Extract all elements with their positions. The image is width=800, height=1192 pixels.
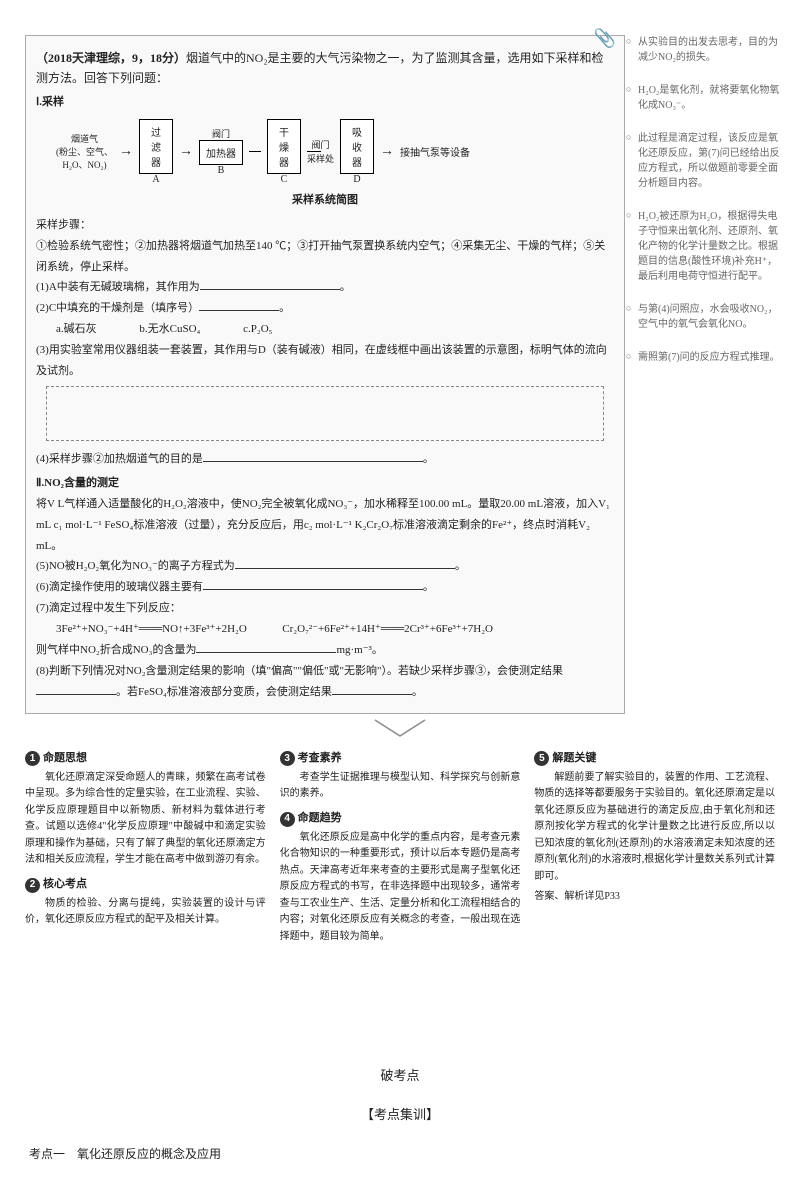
- knowledge-point: 考点一 氧化还原反应的概念及应用: [25, 1145, 775, 1162]
- label-c: C: [267, 174, 301, 185]
- eq2: Cr₂O₇²⁻+6Fe²⁺+14H⁺═══2Cr³⁺+6Fe³⁺+7H₂O: [282, 623, 493, 635]
- q2-options: a.碱石灰 b.无水CuSO₄ c.P₂O₅: [36, 319, 614, 340]
- col-1: 1命题思想 氧化还原滴定深受命题人的青睐，频繁在高考试卷中呈现。多为综合性的定量…: [25, 749, 266, 946]
- diagram-input: 烟道气 (粉尘、空气、 H₂O、NO₂): [56, 132, 113, 171]
- valve-label-2: 阀门: [307, 138, 334, 151]
- q7b: 则气样中NO₂折合成NO₃的含量为mg·m⁻³。: [36, 640, 614, 661]
- label-b: B: [199, 165, 243, 176]
- circle-4-icon: 4: [280, 812, 295, 827]
- absorber-box: 吸 收 器: [340, 119, 374, 174]
- heading-2: 核心考点: [43, 878, 87, 890]
- heading-3: 考查素养: [298, 752, 342, 764]
- label-d: D: [340, 174, 374, 185]
- q8: (8)判断下列情况对NO₂含量测定结果的影响（填"偏高""偏低"或"无影响"）。…: [36, 661, 614, 703]
- q1: (1)A中装有无碱玻璃棉，其作用为。: [36, 277, 614, 298]
- col-2: 3考查素养 考查学生证据推理与模型认知、科学探究与创新意识的素养。 4命题趋势 …: [280, 749, 521, 946]
- note-5: 与第(4)问照应，水会吸收NO₂，空气中的氧气会氧化NO。: [630, 302, 780, 332]
- label-a: A: [139, 174, 173, 185]
- dryer-box: 干 燥 器: [267, 119, 301, 174]
- opt-a: a.碱石灰: [56, 319, 97, 340]
- diagram-caption: 采样系统简图: [36, 191, 614, 207]
- steps-label: 采样步骤：: [36, 215, 614, 236]
- heading-1: 命题思想: [43, 752, 87, 764]
- text-2: 物质的检验、分离与提纯，实验装置的设计与评价，氧化还原反应方程式的配平及相关计算…: [25, 896, 266, 929]
- note-2: H₂O₂是氧化剂，就将要氧化物氧化成NO₃⁻。: [630, 83, 780, 113]
- section-title: 破考点: [25, 1065, 775, 1084]
- circle-3-icon: 3: [280, 751, 295, 766]
- circle-1-icon: 1: [25, 751, 40, 766]
- q4: (4)采样步骤②加热烟道气的目的是。: [36, 449, 614, 470]
- answer-ref: 答案、解析详见P33: [534, 889, 775, 906]
- part1-label: Ⅰ.采样: [36, 93, 614, 109]
- section-subtitle: 【考点集训】: [25, 1104, 775, 1123]
- margin-notes: 从实验目的出发去思考，目的为减少NO₂的损失。 H₂O₂是氧化剂，就将要氧化物氧…: [630, 35, 780, 383]
- opt-b: b.无水CuSO₄: [139, 319, 200, 340]
- sampling-diagram: 烟道气 (粉尘、空气、 H₂O、NO₂) → 过 滤 器A → 阀门加热器B 干…: [36, 113, 614, 195]
- eq1: 3Fe²⁺+NO₃⁻+4H⁺═══NO↑+3Fe³⁺+2H₂O: [56, 623, 247, 635]
- heading-5: 解题关键: [552, 752, 596, 764]
- q3: (3)用实验室常用仪器组装一套装置，其作用与D（装有碱液）相同，在虚线框中画出该…: [36, 340, 614, 382]
- q6: (6)滴定操作使用的玻璃仪器主要有。: [36, 577, 614, 598]
- part2-label: Ⅱ.NO₂含量的测定: [36, 474, 614, 490]
- note-6: 需照第(7)问的反应方程式推理。: [630, 350, 780, 365]
- valve-label: 阀门: [199, 127, 243, 140]
- heater-box: 加热器: [199, 140, 243, 165]
- q7: (7)滴定过程中发生下列反应：: [36, 598, 614, 619]
- filter-box: 过 滤 器: [139, 119, 173, 174]
- analysis-columns: 1命题思想 氧化还原滴定深受命题人的青睐，频繁在高考试卷中呈现。多为综合性的定量…: [25, 749, 775, 946]
- heading-4: 命题趋势: [298, 812, 342, 824]
- text-3: 考查学生证据推理与模型认知、科学探究与创新意识的素养。: [280, 770, 521, 803]
- question-box: 📎 （2018天津理综，9，18分）烟道气中的NO₂是主要的大气污染物之一，为了…: [25, 35, 625, 714]
- opt-c: c.P₂O₅: [243, 319, 272, 340]
- down-arrow-icon: [25, 718, 775, 743]
- question-intro: （2018天津理综，9，18分）烟道气中的NO₂是主要的大气污染物之一，为了监测…: [36, 48, 614, 89]
- equation-row: 3Fe²⁺+NO₃⁻+4H⁺═══NO↑+3Fe³⁺+2H₂O Cr₂O₇²⁻+…: [36, 619, 614, 640]
- paperclip-icon: 📎: [594, 28, 616, 49]
- text-1: 氧化还原滴定深受命题人的青睐，频繁在高考试卷中呈现。多为综合性的定量实验，在工业…: [25, 770, 266, 869]
- part2-text: 将V L气样通入适量酸化的H₂O₂溶液中，使NO₂完全被氧化成NO₃⁻，加水稀释…: [36, 494, 614, 557]
- note-1: 从实验目的出发去思考，目的为减少NO₂的损失。: [630, 35, 780, 65]
- note-3: 此过程是滴定过程，该反应是氧化还原反应，第(7)问已经给出反应方程式，所以做题前…: [630, 131, 780, 191]
- col-3: 5解题关键 解题前要了解实验目的，装置的作用、工艺流程、物质的选择等都要服务于实…: [534, 749, 775, 946]
- sample-point: 采样处: [307, 152, 334, 165]
- q2: (2)C中填充的干燥剂是（填序号）。: [36, 298, 614, 319]
- text-4: 氧化还原反应是高中化学的重点内容，是考查元素化合物知识的一种重要形式，预计以后本…: [280, 830, 521, 946]
- note-4: H₂O₂被还原为H₂O，根据得失电子守恒来出氧化剂、还原剂、氧化产物的化学计量数…: [630, 209, 780, 284]
- circle-5-icon: 5: [534, 751, 549, 766]
- circle-2-icon: 2: [25, 878, 40, 893]
- diagram-output: 接抽气泵等设备: [400, 144, 470, 159]
- steps-text: ①检验系统气密性；②加热器将烟道气加热至140 ℃；③打开抽气泵置换系统内空气；…: [36, 236, 614, 278]
- drawing-area: [46, 386, 604, 441]
- q5: (5)NO被H₂O₂氧化为NO₃⁻的离子方程式为。: [36, 556, 614, 577]
- text-5: 解题前要了解实验目的，装置的作用、工艺流程、物质的选择等都要服务于实验目的。氧化…: [534, 770, 775, 886]
